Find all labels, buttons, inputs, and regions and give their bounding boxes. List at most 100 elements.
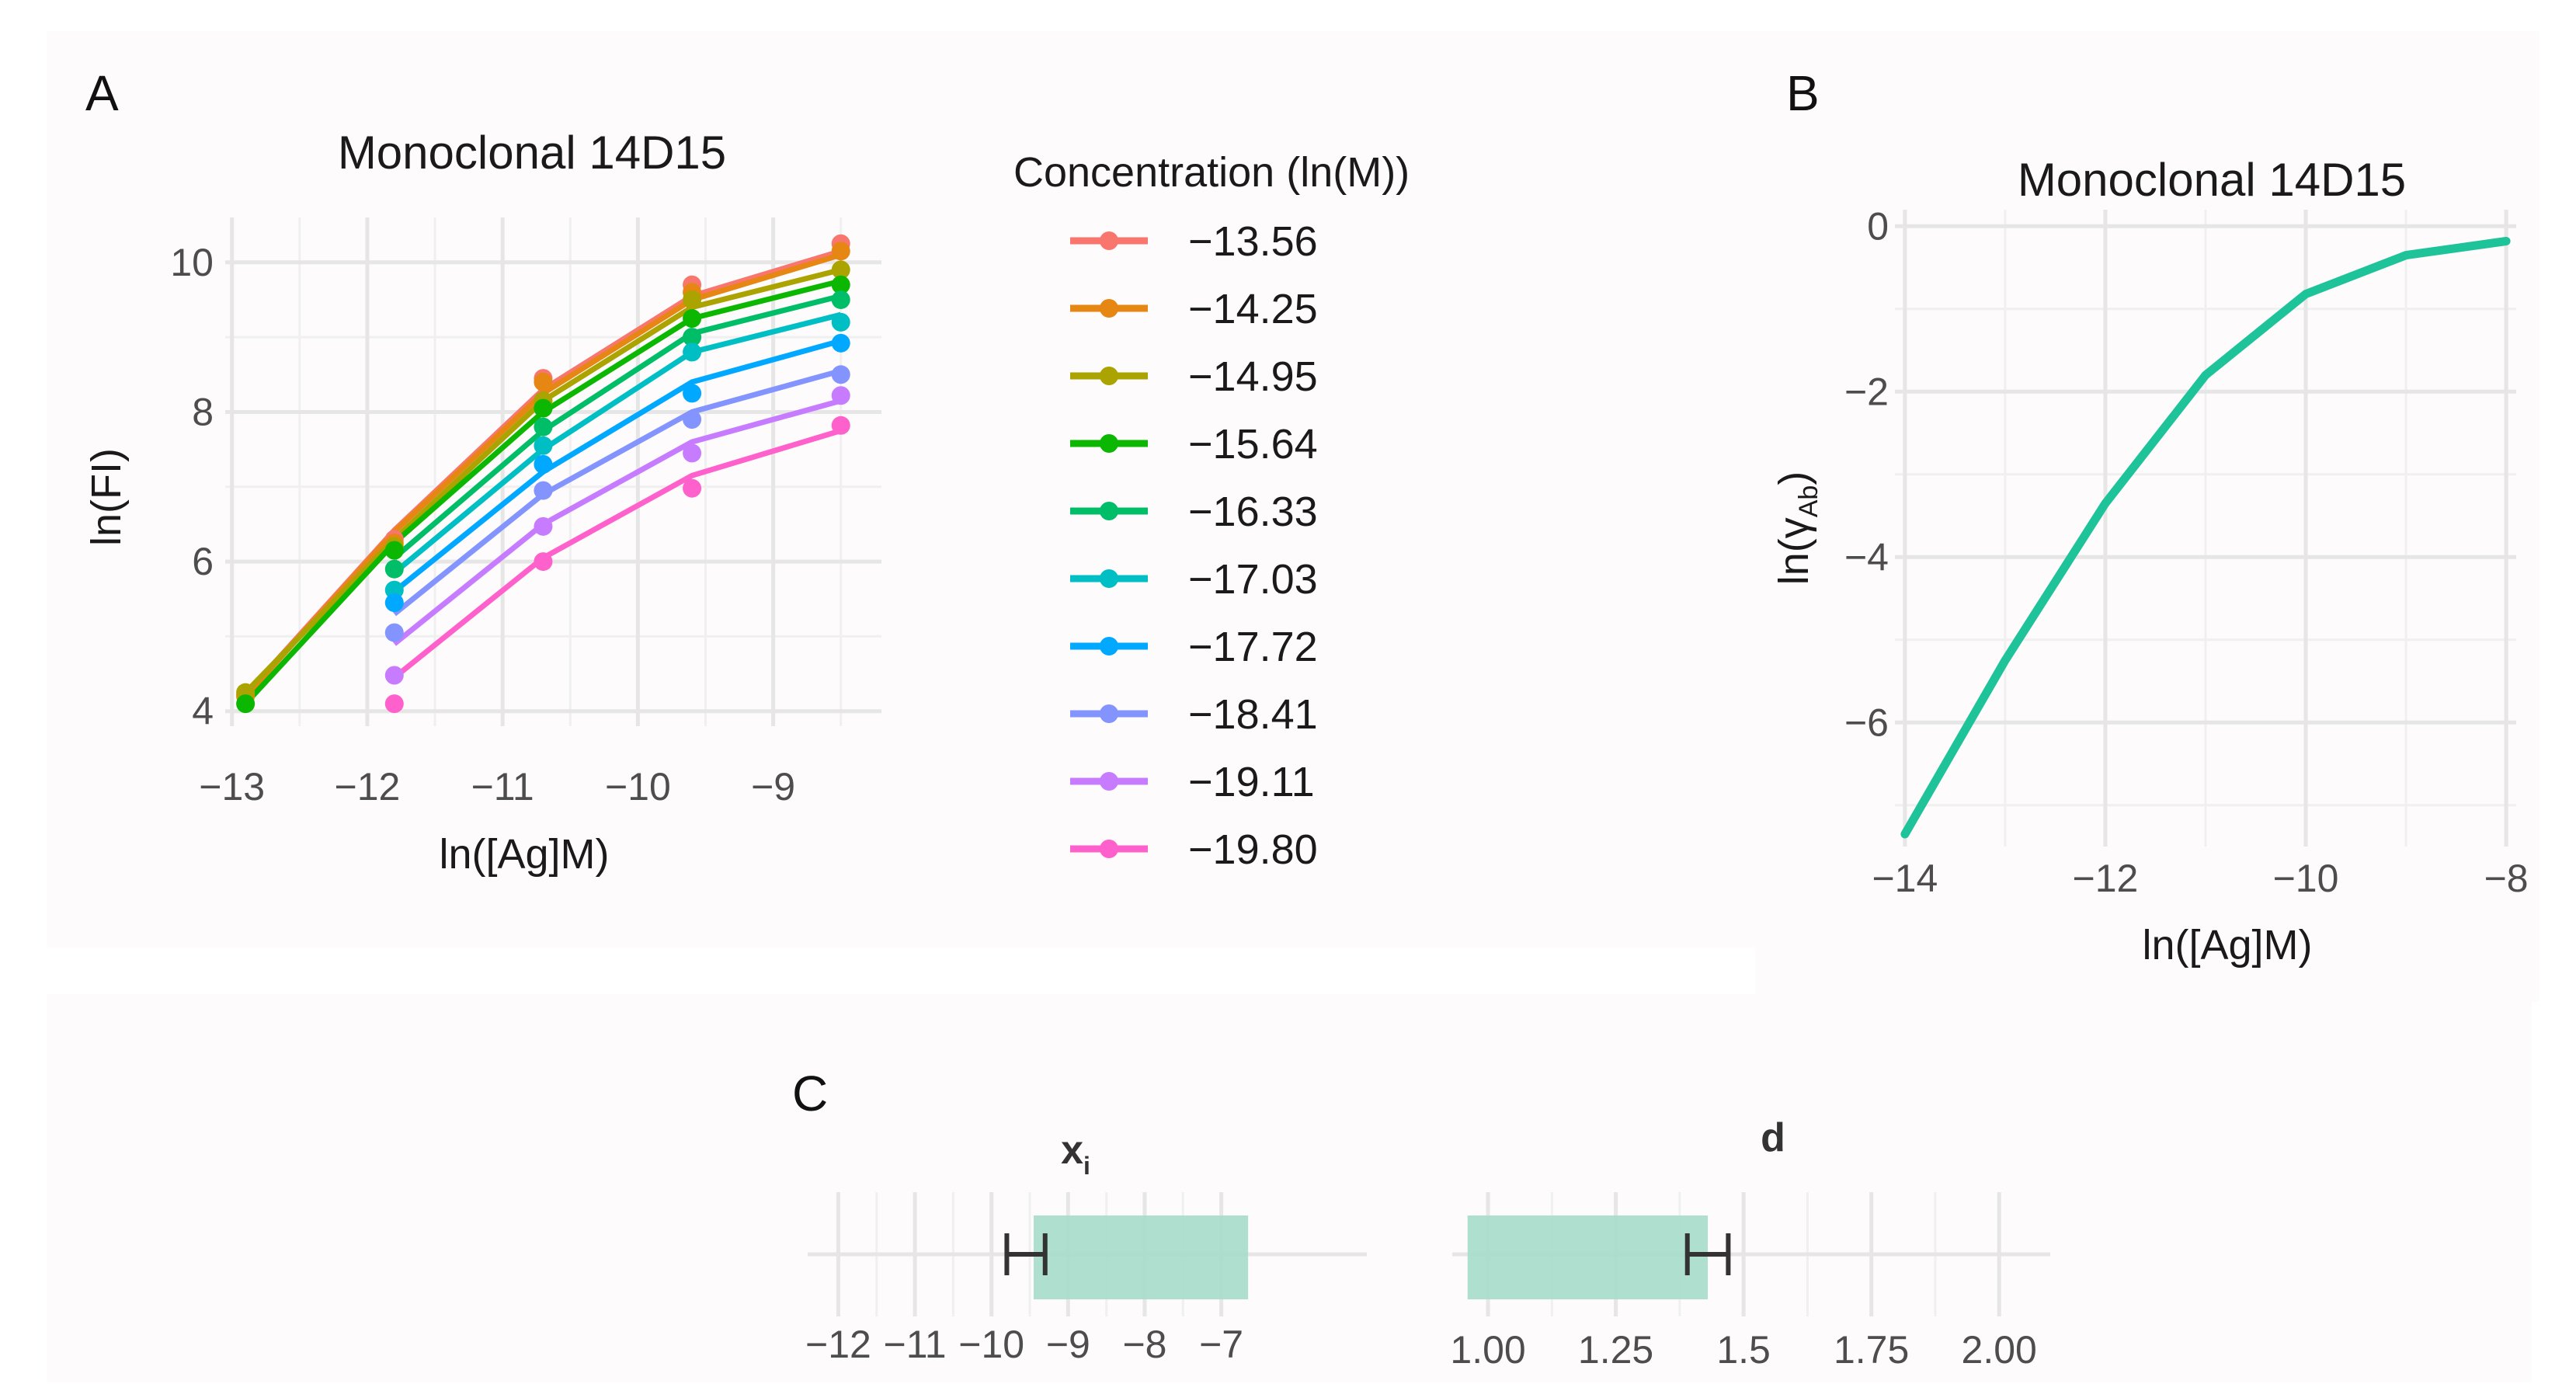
y-tick-label: 0 bbox=[1867, 204, 1889, 248]
legend-key-point bbox=[1100, 569, 1118, 588]
legend-key-point bbox=[1100, 299, 1118, 318]
data-point bbox=[384, 559, 404, 579]
chart-b-y-axis-title: ln(γAb) bbox=[1771, 471, 1823, 586]
data-point bbox=[384, 593, 404, 613]
legend-key-point bbox=[1100, 434, 1118, 453]
x-tick-label: −7 bbox=[1199, 1323, 1243, 1366]
y-tick-label: −2 bbox=[1844, 370, 1889, 413]
data-point bbox=[683, 478, 702, 498]
data-point bbox=[384, 666, 404, 685]
series-line bbox=[392, 368, 842, 617]
legend-label: −14.25 bbox=[1188, 286, 1318, 332]
chart-a-x-axis-title: ln([Ag]M) bbox=[439, 831, 609, 878]
chart-c-d-panel: d 1.00 1.25 1.5 1.75 2.00 bbox=[1450, 1115, 2050, 1372]
data-point bbox=[831, 242, 850, 261]
data-point bbox=[534, 552, 553, 572]
chart-a-y-axis-title: ln(FI) bbox=[83, 448, 130, 546]
x-tick-label: 2.00 bbox=[1962, 1328, 2037, 1372]
chart-b-lines bbox=[1900, 237, 2511, 839]
data-point bbox=[534, 516, 553, 536]
chart-b-title: Monoclonal 14D15 bbox=[2018, 154, 2406, 206]
data-point bbox=[683, 328, 702, 347]
x-tick-label: −12 bbox=[2073, 857, 2139, 900]
legend-label: −17.72 bbox=[1188, 624, 1318, 670]
x-tick-label: 1.75 bbox=[1834, 1328, 1909, 1372]
series-line bbox=[392, 398, 842, 646]
panel-b-background bbox=[1755, 31, 2539, 1002]
chart-c-xi-label-main: x bbox=[1061, 1128, 1083, 1173]
legend-key-point bbox=[1100, 704, 1118, 723]
data-point bbox=[831, 365, 850, 384]
y-tick-label: 6 bbox=[192, 540, 214, 583]
x-tick-label: −9 bbox=[751, 765, 795, 808]
legend-key-point bbox=[1100, 840, 1118, 858]
y-tick-label: 8 bbox=[192, 390, 214, 433]
legend-label: −17.03 bbox=[1188, 556, 1318, 603]
gamma-line bbox=[1900, 237, 2511, 839]
series-line bbox=[392, 311, 842, 576]
legend-key-point bbox=[1100, 637, 1118, 655]
panel-label-b: B bbox=[1786, 65, 1820, 121]
chart-c-d-ticks: 1.00 1.25 1.5 1.75 2.00 bbox=[1450, 1328, 2036, 1372]
y-tick-label: 4 bbox=[192, 690, 214, 733]
x-tick-label: −8 bbox=[2484, 857, 2529, 900]
data-point bbox=[683, 410, 702, 429]
chart-a-points bbox=[236, 234, 850, 714]
series-line bbox=[392, 338, 842, 594]
x-tick-label: −8 bbox=[1122, 1323, 1166, 1366]
legend-key-point bbox=[1100, 772, 1118, 791]
interval-box bbox=[1033, 1215, 1249, 1299]
x-tick-label: −9 bbox=[1046, 1323, 1090, 1366]
data-point bbox=[831, 275, 850, 294]
data-point bbox=[534, 436, 553, 455]
chart-c-d-label: d bbox=[1761, 1115, 1785, 1160]
legend-label: −19.80 bbox=[1188, 826, 1318, 873]
y-tick-label: 10 bbox=[170, 241, 214, 284]
legend-label: −13.56 bbox=[1188, 218, 1318, 265]
data-point bbox=[384, 541, 404, 560]
data-point bbox=[831, 290, 850, 309]
data-point bbox=[534, 398, 553, 418]
chart-b-grid bbox=[1895, 210, 2516, 847]
chart-c-xi-ticks: −12 −11 −10 −9 −8 −7 bbox=[805, 1323, 1243, 1366]
legend-label: −15.64 bbox=[1188, 421, 1318, 468]
x-tick-label: −13 bbox=[199, 765, 265, 808]
data-point bbox=[683, 290, 702, 309]
data-point bbox=[534, 417, 553, 436]
data-point bbox=[831, 386, 850, 405]
chart-a-legend: Concentration (ln(M)) −13.56 −14.25 −14.95… bbox=[1013, 149, 1410, 873]
legend-items: −13.56 −14.25 −14.95 −15.64 −16.33 −17.03 −17.… bbox=[1070, 218, 1318, 873]
x-tick-label: −12 bbox=[805, 1323, 871, 1366]
panel-c-background bbox=[47, 994, 2532, 1382]
x-tick-label: −12 bbox=[335, 765, 401, 808]
chart-b-y-axis-title-sub: Ab bbox=[1794, 485, 1823, 518]
legend-key-point bbox=[1100, 502, 1118, 520]
panel-label-a: A bbox=[85, 65, 119, 121]
x-tick-label: −14 bbox=[1872, 857, 1938, 900]
data-point bbox=[384, 694, 404, 714]
legend-key-point bbox=[1100, 367, 1118, 385]
chart-b-x-ticks: −14 −12 −10 −8 bbox=[1872, 857, 2528, 900]
legend-label: −16.33 bbox=[1188, 489, 1318, 535]
legend-label: −14.95 bbox=[1188, 353, 1318, 400]
chart-b-y-axis-title-main: ln(γ bbox=[1771, 517, 1817, 585]
x-tick-label: 1.00 bbox=[1450, 1328, 1525, 1372]
x-tick-label: −11 bbox=[884, 1323, 947, 1366]
legend-key-point bbox=[1100, 231, 1118, 250]
data-point bbox=[683, 309, 702, 329]
legend-title: Concentration (ln(M)) bbox=[1013, 149, 1410, 196]
x-tick-label: −10 bbox=[2273, 857, 2339, 900]
chart-c: xi −12 −11 −10 −9 −8 −7 d 1.00 1.25 1.5 1.75 2.00 bbox=[805, 1115, 2050, 1372]
panel-label-c: C bbox=[792, 1066, 828, 1121]
data-point bbox=[831, 416, 850, 435]
chart-c-d-marks bbox=[1467, 1215, 1731, 1299]
chart-a-y-ticks: 4 6 8 10 bbox=[170, 241, 214, 733]
chart-a: Monoclonal 14D15 −13 −12 −11 −10 −9 4 6 8 10 ln… bbox=[83, 127, 1410, 878]
chart-c-xi-marks bbox=[1004, 1215, 1249, 1299]
chart-c-xi-label: xi bbox=[1061, 1128, 1090, 1180]
interval-box bbox=[1467, 1215, 1709, 1299]
panel-a-background bbox=[47, 31, 1802, 948]
y-tick-label: −6 bbox=[1844, 701, 1889, 744]
data-point bbox=[534, 481, 553, 500]
